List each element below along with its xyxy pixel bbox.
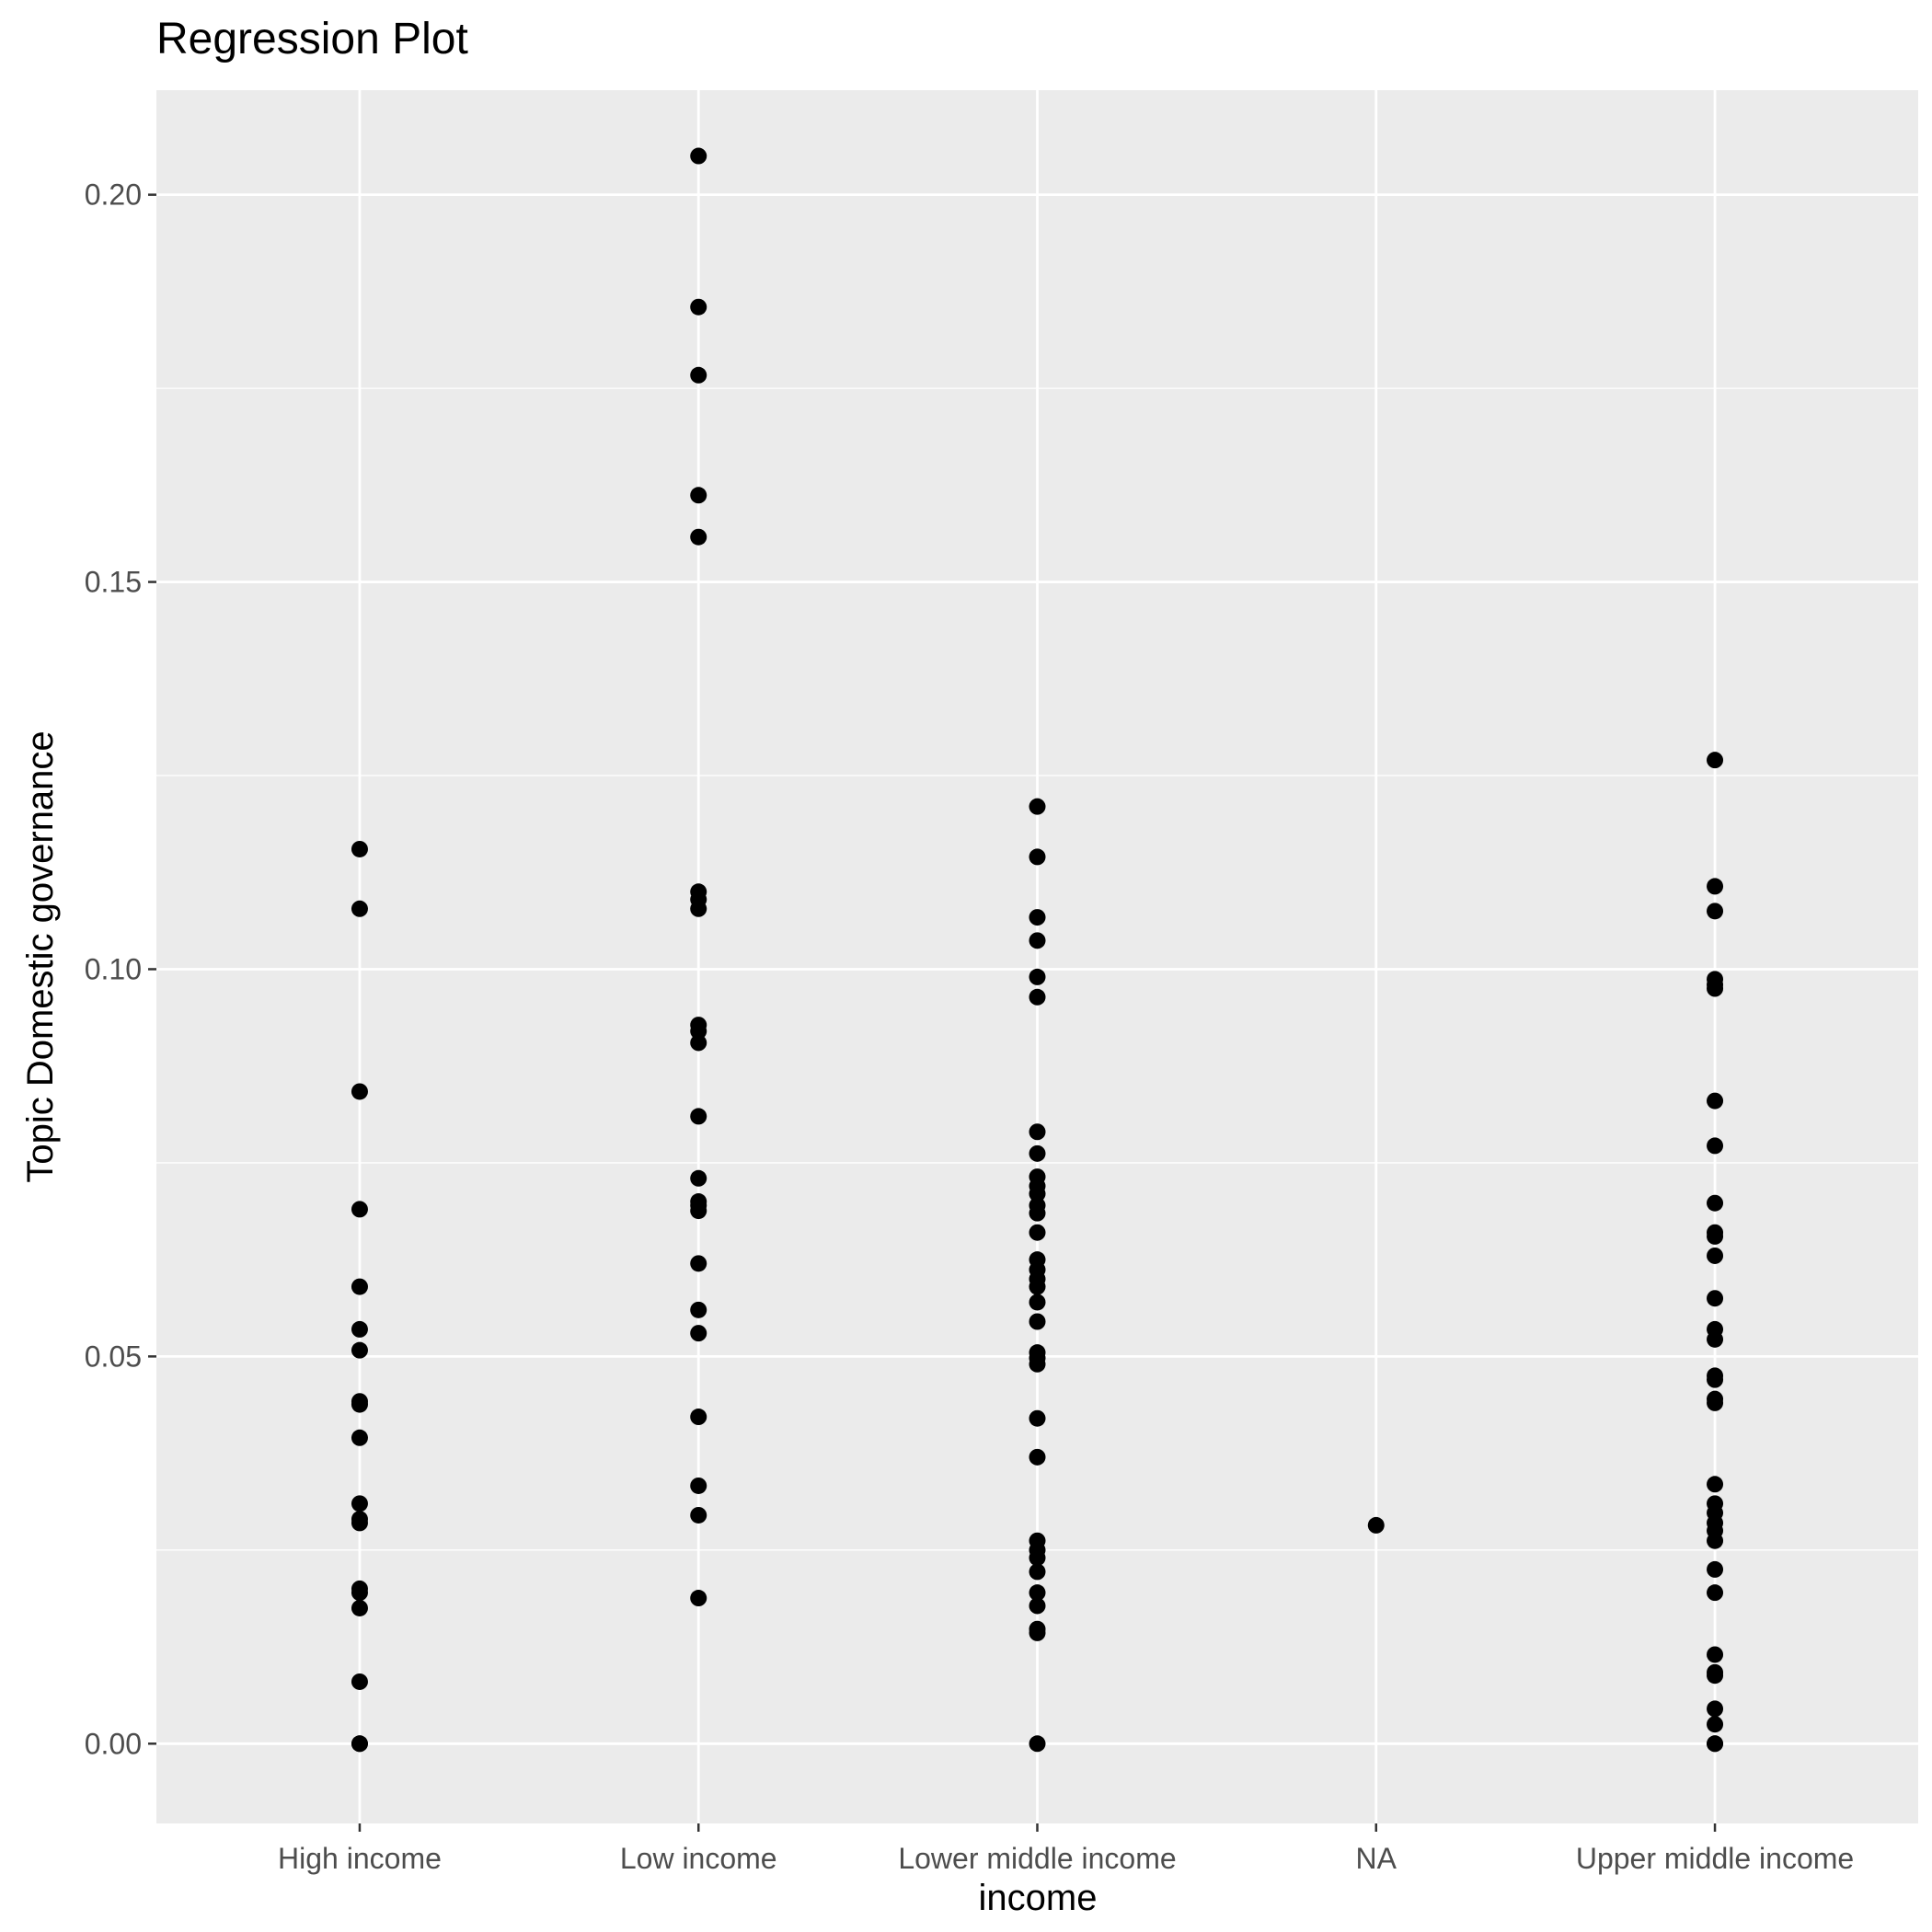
y-tick-label: 0.05: [85, 1340, 142, 1373]
data-point: [1029, 1204, 1046, 1222]
x-tick-label: Upper middle income: [1576, 1842, 1854, 1875]
data-point: [351, 900, 368, 917]
x-tick-label: High income: [278, 1842, 442, 1875]
data-point: [351, 1396, 368, 1413]
data-point: [1707, 1735, 1724, 1753]
data-point: [690, 1325, 707, 1342]
data-point: [1367, 1516, 1385, 1534]
data-point: [1707, 1290, 1724, 1307]
data-point: [351, 1083, 368, 1100]
data-point: [1707, 1646, 1724, 1663]
x-axis-title: income: [979, 1878, 1098, 1918]
data-point: [1029, 1278, 1046, 1295]
data-point: [1707, 1700, 1724, 1718]
data-point: [1707, 1227, 1724, 1245]
data-point: [690, 1034, 707, 1052]
data-point: [1029, 1624, 1046, 1641]
x-tick-label: Low income: [620, 1842, 777, 1875]
data-points: [351, 147, 1724, 1753]
data-point: [1707, 1716, 1724, 1733]
data-point: [690, 1022, 707, 1040]
data-point: [690, 1301, 707, 1318]
data-point: [1707, 1532, 1724, 1549]
data-point: [1707, 1330, 1724, 1348]
data-point: [1029, 1313, 1046, 1330]
data-point: [1029, 1584, 1046, 1602]
data-point: [690, 1169, 707, 1187]
data-point: [690, 1590, 707, 1607]
data-point: [690, 1409, 707, 1426]
data-point: [1707, 878, 1724, 895]
data-point: [351, 1673, 368, 1690]
data-point: [351, 1320, 368, 1338]
data-point: [351, 1599, 368, 1616]
chart-title: Regression Plot: [156, 15, 468, 63]
data-point: [1707, 1560, 1724, 1578]
data-point: [690, 1506, 707, 1524]
data-point: [1707, 1476, 1724, 1493]
data-point: [690, 1108, 707, 1125]
x-tick-label: Lower middle income: [898, 1842, 1176, 1875]
data-point: [1707, 1247, 1724, 1264]
data-point: [1029, 798, 1046, 815]
y-tick-label: 0.10: [85, 952, 142, 985]
data-point: [1029, 1735, 1046, 1753]
data-point: [1707, 1194, 1724, 1212]
data-point: [1707, 1394, 1724, 1411]
data-point: [1029, 1355, 1046, 1373]
data-point: [1029, 1549, 1046, 1567]
data-point: [1707, 1092, 1724, 1110]
data-point: [1029, 1185, 1046, 1202]
data-point: [1029, 1144, 1046, 1162]
data-point: [1707, 1137, 1724, 1155]
data-point: [351, 1341, 368, 1359]
data-point: [351, 1201, 368, 1218]
data-point: [1029, 1409, 1046, 1427]
data-point: [351, 1278, 368, 1295]
data-point: [1029, 848, 1046, 866]
data-point: [690, 1255, 707, 1272]
data-point: [1707, 1371, 1724, 1388]
data-point: [1029, 988, 1046, 1006]
data-point: [690, 487, 707, 504]
data-point: [351, 1514, 368, 1532]
y-axis-title: Topic Domestic governance: [20, 730, 61, 1182]
data-point: [1707, 903, 1724, 920]
data-point: [351, 1429, 368, 1446]
data-point: [690, 1202, 707, 1220]
data-point: [1707, 980, 1724, 997]
y-tick-label: 0.20: [85, 178, 142, 212]
data-point: [690, 528, 707, 546]
data-point: [690, 1477, 707, 1494]
x-axis: High income Low income Lower middle income…: [278, 1823, 1854, 1875]
data-point: [690, 298, 707, 316]
y-tick-label: 0.00: [85, 1727, 142, 1760]
data-point: [690, 900, 707, 917]
data-point: [1707, 752, 1724, 769]
data-point: [1029, 968, 1046, 985]
data-point: [1029, 1597, 1046, 1615]
data-point: [1707, 1667, 1724, 1685]
data-point: [351, 1735, 368, 1753]
data-point: [351, 840, 368, 857]
data-point: [1029, 1294, 1046, 1311]
data-point: [1029, 909, 1046, 926]
data-point: [690, 366, 707, 384]
data-point: [690, 147, 707, 165]
data-point: [1029, 1123, 1046, 1141]
data-point: [351, 1584, 368, 1602]
data-point: [1029, 1224, 1046, 1241]
y-axis: 0.00 0.05 0.10 0.15 0.20: [85, 178, 156, 1760]
y-tick-label: 0.15: [85, 566, 142, 599]
data-point: [351, 1495, 368, 1512]
data-point: [1029, 932, 1046, 949]
data-point: [1029, 1448, 1046, 1466]
data-point: [1029, 1563, 1046, 1581]
data-point: [1707, 1584, 1724, 1602]
x-tick-label: NA: [1356, 1842, 1397, 1875]
